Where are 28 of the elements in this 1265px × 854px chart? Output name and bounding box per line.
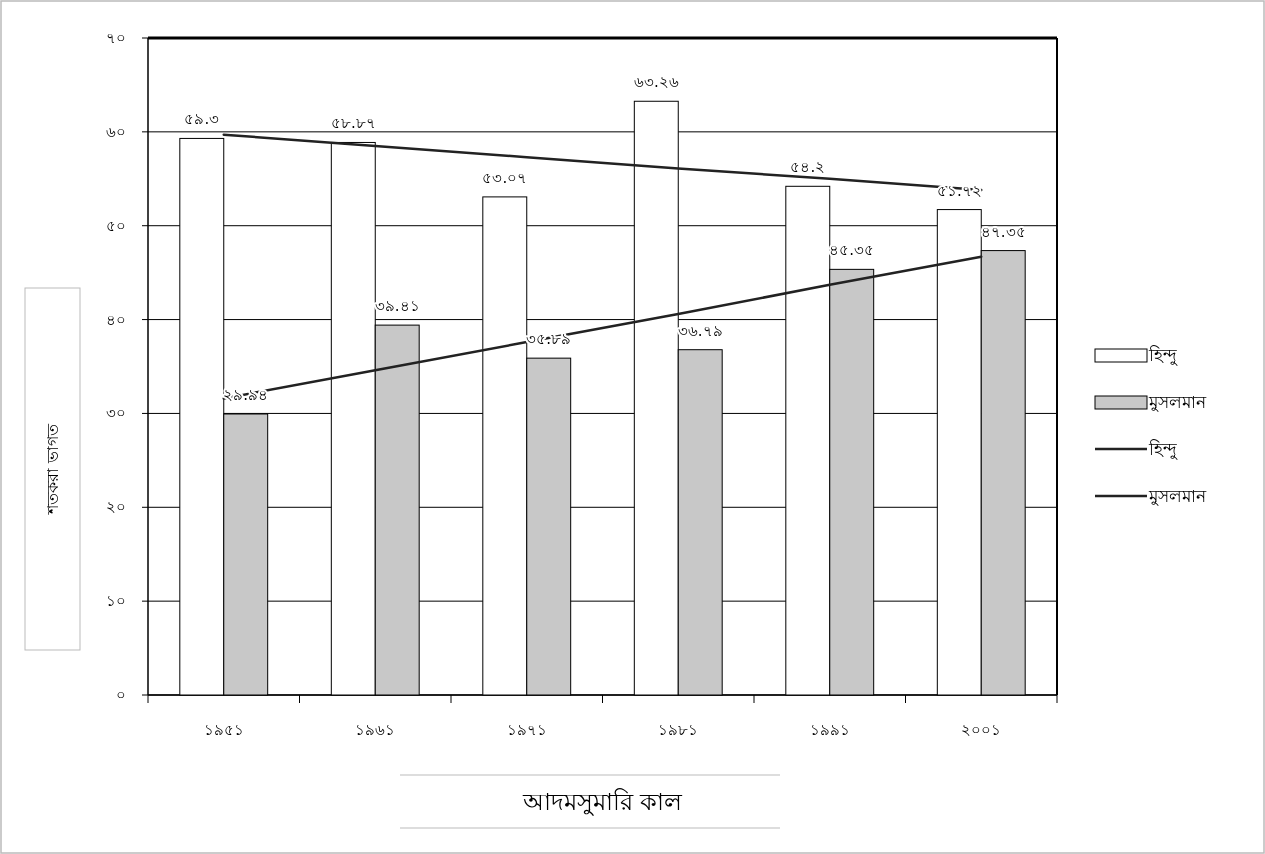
y-tick-label: ৬০ <box>106 122 126 141</box>
legend-label: মুসলমান <box>1148 392 1207 412</box>
y-tick-label: ২০ <box>106 498 126 517</box>
y-tick-label: ৫০ <box>106 216 126 235</box>
data-label: ৪৭.৩৫ <box>980 222 1026 241</box>
data-label: ৫৩.০৭ <box>482 168 528 187</box>
y-axis-title: শতকরা ভাগত <box>43 422 62 516</box>
data-label: ৫৮.৮৭ <box>330 114 376 133</box>
y-tick-label: ০ <box>116 686 126 704</box>
x-tick-label: ১৯৭১ <box>506 721 547 739</box>
y-tick-label: ১০ <box>106 592 126 611</box>
y-tick-label: ৪০ <box>106 310 126 329</box>
line-series <box>222 255 983 400</box>
data-label: ৬৩.২৬ <box>633 73 679 92</box>
legend-label: মুসলমান <box>1148 486 1207 506</box>
x-tick-label: ২০০১ <box>961 721 1002 739</box>
x-tick-label: ১৯৯১ <box>809 721 850 739</box>
x-axis-title: আদমসুমারি কাল <box>521 788 684 816</box>
x-tick-label: ১৯৮১ <box>658 721 699 739</box>
y-tick-label: ৩০ <box>106 404 126 423</box>
legend-label: হিন্দু <box>1148 439 1178 460</box>
x-tick-label: ১৯৫১ <box>203 721 244 739</box>
data-label: ৫৪.২ <box>790 158 826 177</box>
data-label: ৫৯.৩ <box>184 110 220 129</box>
data-label: ৪৫.৩৫ <box>829 241 875 260</box>
legend-label: হিন্দু <box>1148 345 1178 366</box>
x-tick-label: ১৯৬১ <box>355 721 396 739</box>
y-tick-label: ৭০ <box>106 29 126 47</box>
